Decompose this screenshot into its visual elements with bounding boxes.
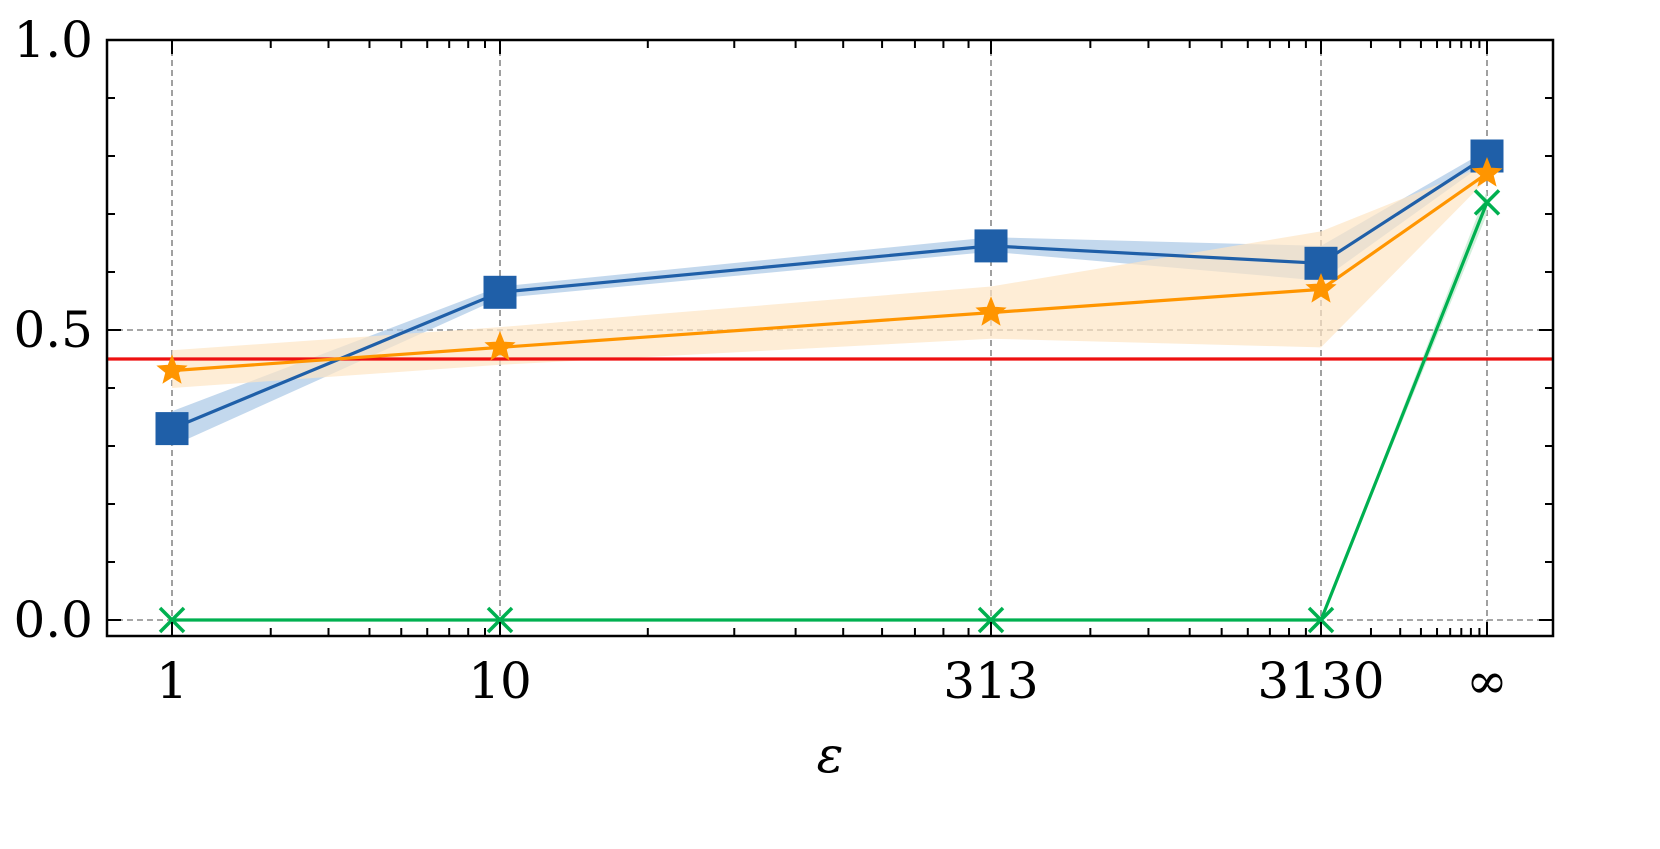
series-3-point-1 [158, 606, 186, 634]
series-1-point-3 [974, 229, 1008, 263]
series-3-point-4 [1307, 606, 1335, 634]
series-3-point-5 [1473, 189, 1501, 216]
plot-frame [105, 38, 1555, 638]
x-tick-label: 10 [468, 652, 532, 710]
series-3-point-2 [486, 606, 514, 634]
confidence-bands [172, 150, 1487, 621]
series-markers [155, 139, 1504, 634]
x-tick-label: 1 [156, 652, 188, 710]
x-tick-label: ∞ [1466, 652, 1508, 710]
series-3-point-5-stroke-b [1473, 189, 1501, 216]
tick-labels: 1 10 313 3130 ∞ 0.0 0.5 1.0 [13, 11, 1507, 710]
series-1-point-2 [483, 275, 517, 309]
x-axis-label: ε [817, 726, 844, 784]
series-3-point-2-stroke-b [486, 606, 514, 634]
y-tick-label: 0.5 [13, 301, 93, 359]
series-3-point-4-stroke-b [1307, 606, 1335, 634]
series-3-point-3-stroke-b [977, 606, 1005, 634]
axis-ticks [107, 39, 1553, 636]
series-3-point-3 [977, 606, 1005, 634]
y-tick-label: 1.0 [13, 11, 93, 69]
series-2-band [172, 164, 1487, 388]
series-2-point-3 [975, 296, 1007, 326]
series-2-point-2 [484, 331, 516, 361]
series-1-point-1 [155, 412, 189, 446]
x-tick-label: 3130 [1257, 652, 1384, 710]
series-2-point-4 [1305, 273, 1337, 303]
series-2-point-1 [156, 354, 188, 384]
series-2-point-5 [1471, 157, 1503, 187]
x-tick-label: 313 [943, 652, 1038, 710]
series-3-point-1-stroke-b [158, 606, 186, 634]
y-tick-label: 0.0 [13, 591, 93, 649]
